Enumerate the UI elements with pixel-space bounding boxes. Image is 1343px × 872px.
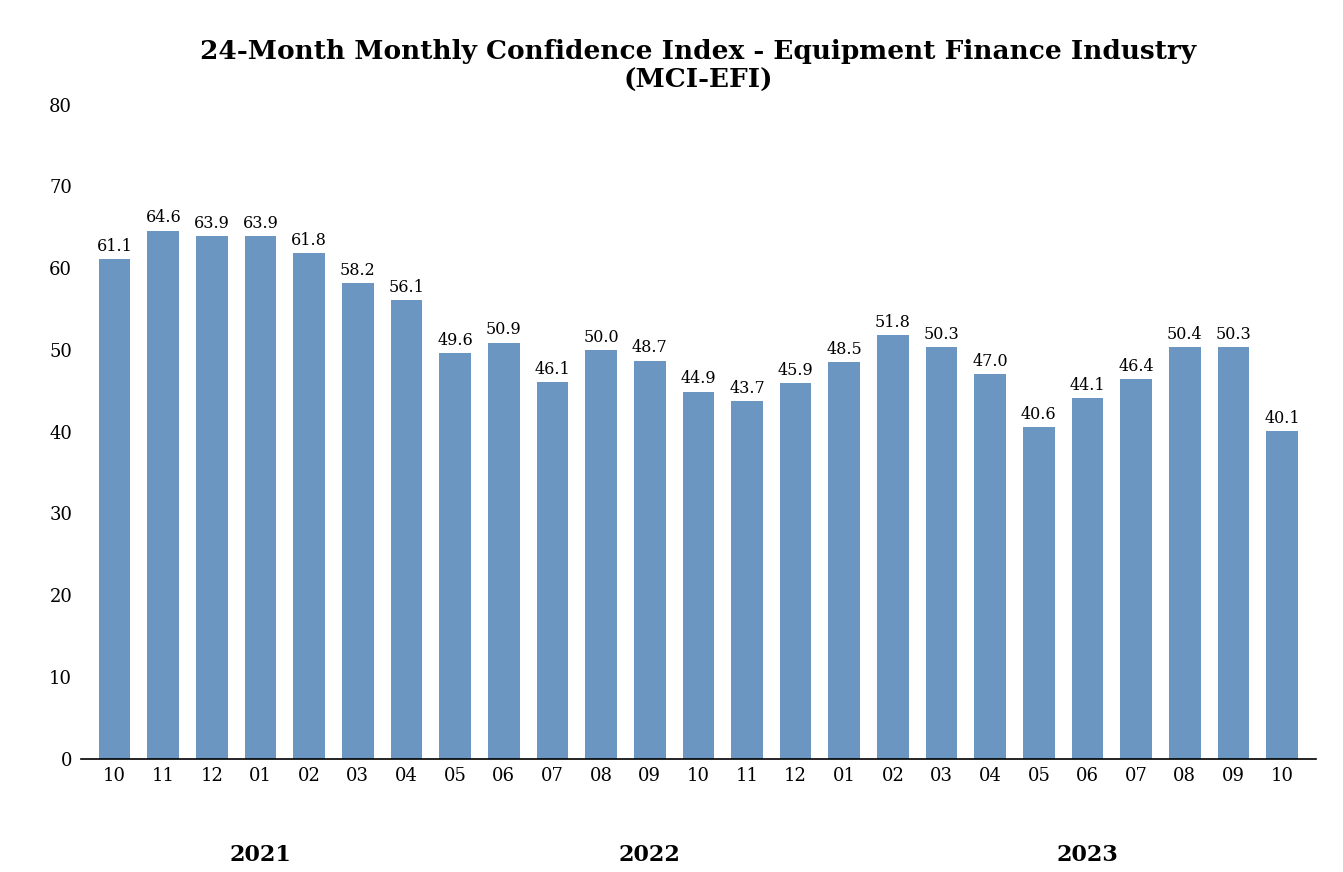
- Bar: [682, 392, 714, 759]
- Bar: [391, 300, 422, 759]
- Text: 48.7: 48.7: [631, 339, 667, 357]
- Text: 61.1: 61.1: [97, 238, 133, 255]
- Bar: [342, 283, 373, 759]
- Text: 49.6: 49.6: [438, 332, 473, 349]
- Text: 50.0: 50.0: [583, 329, 619, 346]
- Text: 44.9: 44.9: [681, 371, 716, 387]
- Text: 50.3: 50.3: [924, 326, 959, 344]
- Bar: [877, 335, 909, 759]
- Bar: [148, 230, 179, 759]
- Bar: [634, 360, 666, 759]
- Text: 44.1: 44.1: [1070, 377, 1105, 394]
- Text: 2021: 2021: [230, 844, 291, 866]
- Text: 63.9: 63.9: [243, 215, 278, 232]
- Bar: [1072, 399, 1104, 759]
- Text: 50.9: 50.9: [486, 322, 521, 338]
- Bar: [925, 347, 958, 759]
- Text: 58.2: 58.2: [340, 262, 376, 279]
- Text: 46.4: 46.4: [1119, 358, 1154, 375]
- Bar: [1023, 426, 1054, 759]
- Bar: [1168, 346, 1201, 759]
- Bar: [439, 353, 471, 759]
- Bar: [586, 350, 616, 759]
- Bar: [731, 401, 763, 759]
- Text: 61.8: 61.8: [291, 232, 328, 249]
- Text: 40.1: 40.1: [1264, 410, 1300, 426]
- Bar: [99, 259, 130, 759]
- Text: 46.1: 46.1: [535, 361, 571, 378]
- Bar: [1266, 431, 1297, 759]
- Text: 43.7: 43.7: [729, 380, 766, 398]
- Title: 24-Month Monthly Confidence Index - Equipment Finance Industry
(MCI-EFI): 24-Month Monthly Confidence Index - Equi…: [200, 39, 1197, 93]
- Text: 47.0: 47.0: [972, 353, 1009, 371]
- Bar: [1120, 379, 1152, 759]
- Text: 56.1: 56.1: [388, 279, 424, 296]
- Text: 2023: 2023: [1057, 844, 1119, 866]
- Text: 48.5: 48.5: [826, 341, 862, 358]
- Bar: [537, 382, 568, 759]
- Text: 50.3: 50.3: [1215, 326, 1252, 344]
- Text: 50.4: 50.4: [1167, 325, 1202, 343]
- Bar: [293, 254, 325, 759]
- Bar: [244, 236, 277, 759]
- Bar: [829, 362, 860, 759]
- Bar: [975, 374, 1006, 759]
- Text: 51.8: 51.8: [876, 314, 911, 331]
- Text: 63.9: 63.9: [193, 215, 230, 232]
- Bar: [780, 384, 811, 759]
- Bar: [1218, 347, 1249, 759]
- Text: 64.6: 64.6: [145, 209, 181, 227]
- Bar: [488, 343, 520, 759]
- Text: 40.6: 40.6: [1021, 405, 1057, 423]
- Text: 2022: 2022: [619, 844, 681, 866]
- Bar: [196, 236, 228, 759]
- Text: 45.9: 45.9: [778, 363, 814, 379]
